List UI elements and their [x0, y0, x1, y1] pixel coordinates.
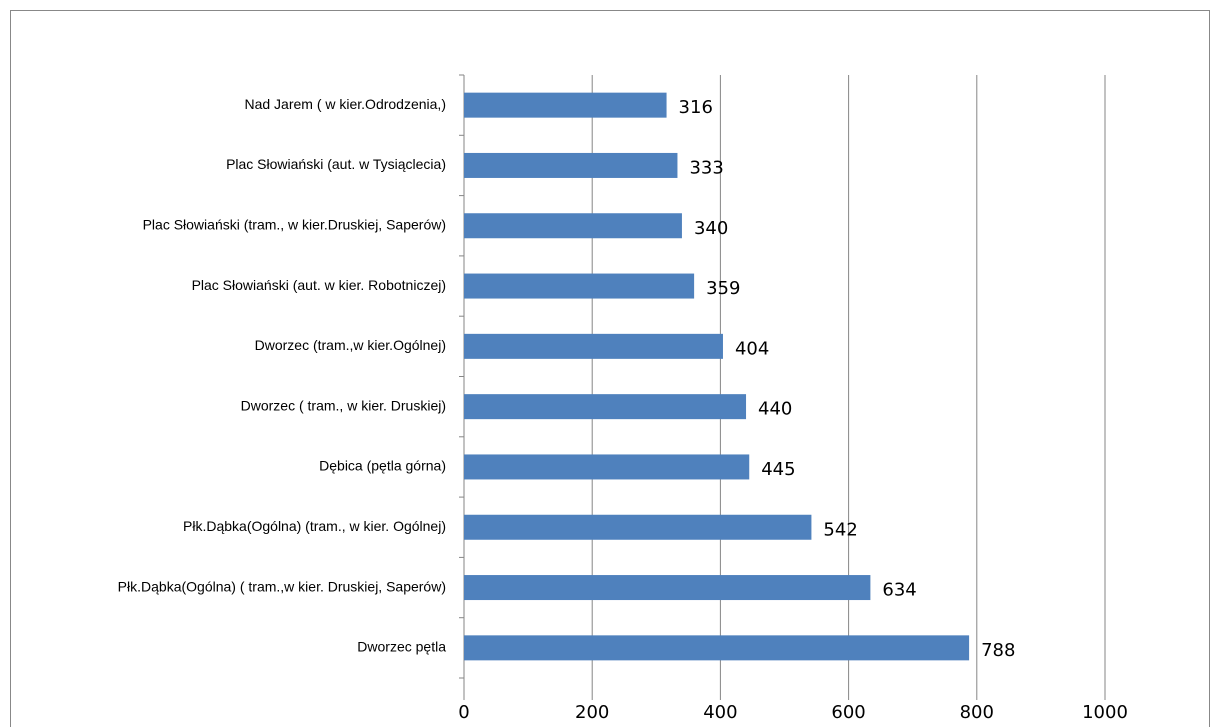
y-tick-label: Nad Jarem ( w kier.Odrodzenia,) — [244, 96, 446, 112]
bar — [464, 273, 695, 299]
y-tick-label: Dworzec (tram.,w kier.Ogólnej) — [255, 337, 446, 353]
bar — [464, 92, 667, 118]
bar — [464, 152, 678, 178]
y-tick-label: Dębica (pętla górna) — [319, 458, 446, 474]
chart-border — [10, 10, 1210, 727]
x-tick-label: 600 — [831, 702, 865, 723]
bar — [464, 575, 871, 601]
x-tick-label: 0 — [458, 702, 469, 723]
bar — [464, 635, 970, 661]
data-label: 333 — [689, 157, 723, 178]
y-tick-label: Płk.Dąbka(Ogólna) ( tram.,w kier. Druski… — [118, 578, 446, 594]
x-tick-label: 400 — [703, 702, 737, 723]
bar — [464, 394, 747, 420]
y-tick-label: Plac Słowiański (tram., w kier.Druskiej,… — [143, 216, 446, 232]
data-label: 316 — [679, 97, 713, 118]
data-label: 788 — [981, 640, 1015, 661]
data-label: 340 — [694, 218, 728, 239]
x-tick-label: 200 — [575, 702, 609, 723]
data-label: 445 — [761, 459, 795, 480]
bar — [464, 333, 723, 359]
bar — [464, 454, 750, 480]
data-label: 404 — [735, 338, 769, 359]
y-tick-label: Płk.Dąbka(Ogólna) (tram., w kier. Ogólne… — [183, 518, 446, 534]
bar — [464, 514, 812, 540]
data-label: 542 — [823, 519, 857, 540]
y-tick-label: Dworzec ( tram., w kier. Druskiej) — [241, 397, 446, 413]
y-tick-label: Plac Słowiański (aut. w Tysiąclecia) — [226, 156, 446, 172]
data-label: 440 — [758, 399, 792, 420]
y-tick-label: Dworzec pętla — [357, 639, 446, 655]
data-label: 634 — [882, 580, 916, 601]
y-tick-label: Plac Słowiański (aut. w kier. Robotnicze… — [192, 277, 446, 293]
bar — [464, 213, 682, 239]
data-label: 359 — [706, 278, 740, 299]
x-tick-label: 1000 — [1082, 702, 1128, 723]
x-tick-label: 800 — [960, 702, 994, 723]
